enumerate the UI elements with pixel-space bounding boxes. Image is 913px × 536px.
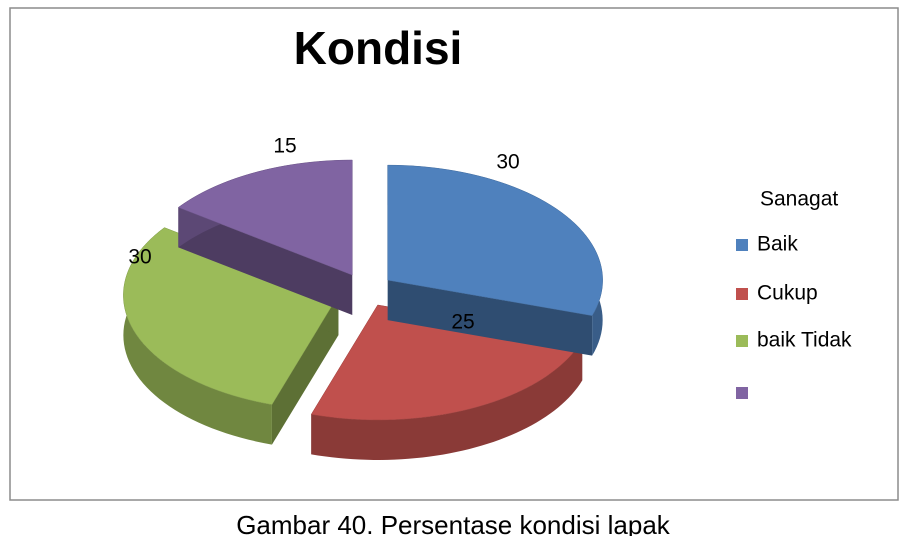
legend-swatch xyxy=(736,387,748,399)
legend-swatch xyxy=(736,239,748,251)
pie-slice xyxy=(387,164,603,356)
slice-side xyxy=(311,340,583,460)
pie-slice xyxy=(177,159,353,316)
legend-swatch xyxy=(736,288,748,300)
chart-title: Kondisi xyxy=(294,22,463,74)
slice-cut-face xyxy=(178,207,353,316)
legend-label: Cukup xyxy=(757,282,818,305)
slice-side xyxy=(123,227,272,445)
legend-label: Baik xyxy=(757,233,798,256)
data-label: 25 xyxy=(451,311,474,334)
slice xyxy=(123,227,339,405)
slice xyxy=(177,159,353,276)
data-label: 30 xyxy=(128,246,151,269)
slice-cut-face xyxy=(387,280,593,356)
legend-heading: Sanagat xyxy=(760,188,838,211)
slice-cut-face xyxy=(271,295,339,445)
slice xyxy=(387,164,603,316)
data-label: 15 xyxy=(273,135,296,158)
legend-label: baik Tidak xyxy=(757,329,852,352)
data-label: 30 xyxy=(496,151,519,174)
legend-swatch xyxy=(736,335,748,347)
caption: Gambar 40. Persentase kondisi lapak xyxy=(236,510,671,536)
